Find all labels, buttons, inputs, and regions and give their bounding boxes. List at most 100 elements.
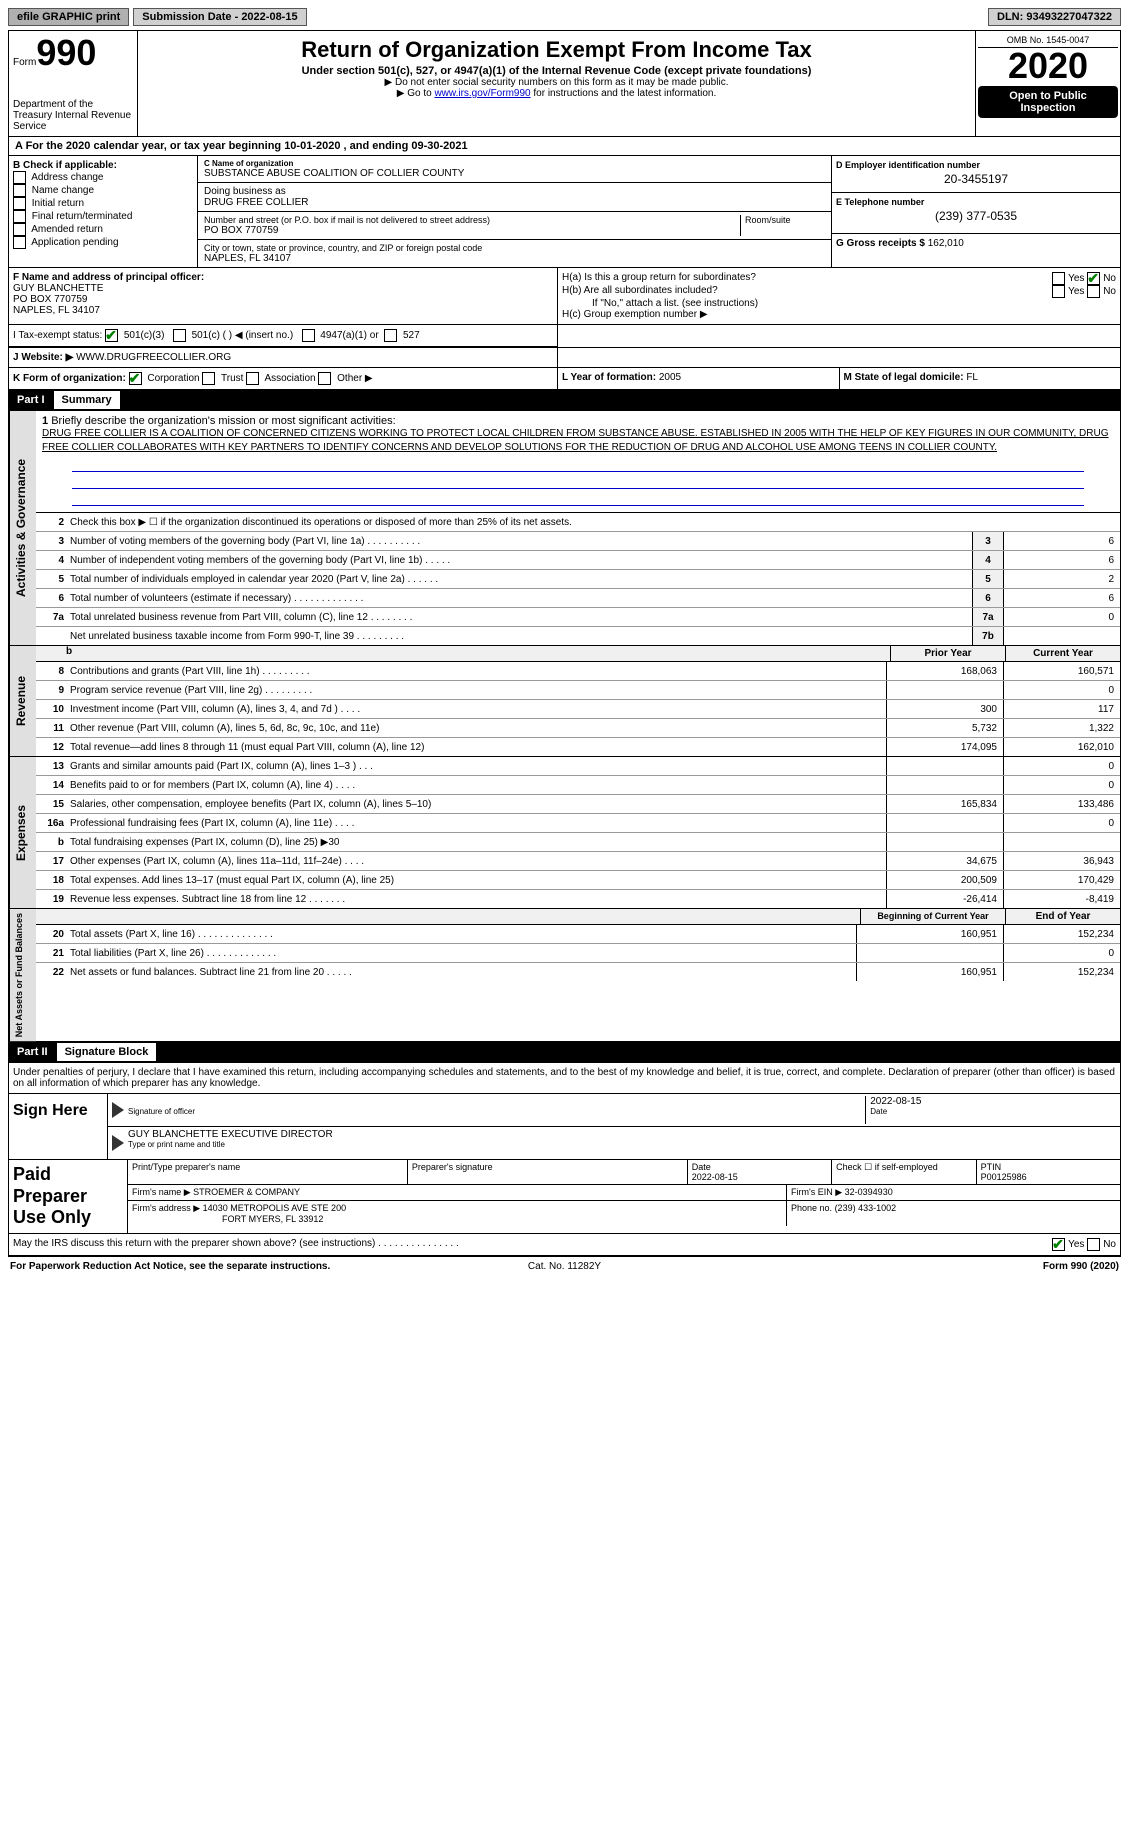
501c-checkbox[interactable] [173,329,186,342]
paid-preparer-label: Paid Preparer Use Only [9,1160,127,1233]
topbar: efile GRAPHIC print Submission Date - 20… [8,8,1121,26]
527-checkbox[interactable] [384,329,397,342]
year-cell: OMB No. 1545-0047 2020 Open to Public In… [975,31,1120,136]
colb-checkbox[interactable] [13,210,26,223]
phone-value: (239) 377-0535 [836,207,1116,225]
city-state-zip: NAPLES, FL 34107 [204,253,825,264]
arrow-icon [112,1102,124,1118]
phone-label: E Telephone number [836,197,1116,207]
colb-checkbox[interactable] [13,223,26,236]
submission-date: Submission Date - 2022-08-15 [133,8,306,26]
title-cell: Return of Organization Exempt From Incom… [138,31,975,136]
data-line: 15Salaries, other compensation, employee… [36,795,1120,814]
mission-label: Briefly describe the organization's miss… [51,415,395,427]
line1-num: 1 [42,415,48,427]
preparer-sig-hdr: Preparer's signature [412,1162,683,1172]
firm-addr2: FORT MYERS, FL 33912 [132,1214,323,1224]
gov-line: Net unrelated business taxable income fr… [36,627,1120,645]
open-to-public: Open to Public Inspection [978,86,1118,118]
corp-label: Corporation [147,373,199,384]
hb-yes-checkbox[interactable] [1052,285,1065,298]
data-line: 17Other expenses (Part IX, column (A), l… [36,852,1120,871]
colb-checkbox[interactable] [13,197,26,210]
website-label: J Website: ▶ [13,352,73,363]
firm-phone: (239) 433-1002 [835,1203,897,1213]
tax-status-label: I Tax-exempt status: [13,330,102,341]
colb-checkbox[interactable] [13,184,26,197]
city-label: City or town, state or province, country… [204,243,825,253]
net-header: Beginning of Current Year End of Year [36,909,1120,925]
cat-no: Cat. No. 11282Y [380,1261,750,1272]
ha-no-checkbox[interactable] [1087,272,1100,285]
row-j: J Website: ▶ WWW.DRUGFREECOLLIER.ORG [9,348,1120,368]
data-line: 14Benefits paid to or for members (Part … [36,776,1120,795]
sig-date-label: Date [870,1107,1116,1116]
gov-line: 7aTotal unrelated business revenue from … [36,608,1120,627]
officer-addr1: PO BOX 770759 [13,294,88,305]
sig-date: 2022-08-15 [870,1096,1116,1107]
hb-no-checkbox[interactable] [1087,285,1100,298]
preparer-name-hdr: Print/Type preparer's name [132,1162,403,1172]
data-line: 16aProfessional fundraising fees (Part I… [36,814,1120,833]
form-number: 990 [36,32,96,73]
part2-hdr: Part II [9,1043,56,1061]
data-line: 11Other revenue (Part VIII, column (A), … [36,719,1120,738]
current-year-hdr: Current Year [1005,646,1120,661]
ptin-hdr: PTIN [981,1162,1002,1172]
assoc-checkbox[interactable] [246,372,259,385]
data-line: 20Total assets (Part X, line 16) . . . .… [36,925,1120,944]
discuss-no-checkbox[interactable] [1087,1238,1100,1251]
527-label: 527 [403,330,420,341]
tax-year-text: A For the 2020 calendar year, or tax yea… [15,140,468,152]
gov-line: 6Total number of volunteers (estimate if… [36,589,1120,608]
data-line: bTotal fundraising expenses (Part IX, co… [36,833,1120,852]
data-line: 21Total liabilities (Part X, line 26) . … [36,944,1120,963]
sign-here-label: Sign Here [9,1094,107,1159]
data-line: 8Contributions and grants (Part VIII, li… [36,662,1120,681]
other-checkbox[interactable] [318,372,331,385]
irs-link[interactable]: www.irs.gov/Form990 [434,88,530,99]
form-subtitle: Under section 501(c), 527, or 4947(a)(1)… [142,65,971,77]
paid-preparer-row: Paid Preparer Use Only Print/Type prepar… [9,1159,1120,1233]
colb-item: Application pending [13,236,193,249]
hb-note: If "No," attach a list. (see instruction… [562,298,1116,309]
goto-pre: ▶ Go to [397,88,435,99]
colb-item: Amended return [13,223,193,236]
row-a-tax-year: A For the 2020 calendar year, or tax yea… [9,137,1120,156]
org-name-cell: C Name of organization SUBSTANCE ABUSE C… [198,156,831,183]
gross-receipts-value: 162,010 [928,238,964,249]
expenses-tab: Expenses [9,757,36,908]
trust-checkbox[interactable] [202,372,215,385]
4947-checkbox[interactable] [302,329,315,342]
discuss-yes-checkbox[interactable] [1052,1238,1065,1251]
sign-here-row: Sign Here Signature of officer 2022-08-1… [9,1093,1120,1159]
prep-date-hdr: Date [692,1162,711,1172]
room-label: Room/suite [745,215,825,225]
governance-section: Activities & Governance 1 Briefly descri… [9,411,1120,646]
mission-text: DRUG FREE COLLIER IS A COALITION OF CONC… [42,428,1108,453]
row-kl: K Form of organization: Corporation Trus… [9,368,1120,390]
ha-yes-checkbox[interactable] [1052,272,1065,285]
colb-item: Name change [13,184,193,197]
hb-label: H(b) Are all subordinates included? [562,285,1052,298]
col-f-officer: F Name and address of principal officer:… [9,268,558,324]
year-formation: 2005 [659,372,681,383]
501c3-checkbox[interactable] [105,329,118,342]
self-employed: Check ☐ if self-employed [832,1160,976,1184]
name-title-label: Type or print name and title [128,1140,1116,1149]
colb-checkbox[interactable] [13,171,26,184]
year-header: b Prior Year Current Year [36,646,1120,662]
section-bcd: B Check if applicable: Address change Na… [9,156,1120,268]
row-fh: F Name and address of principal officer:… [9,268,1120,325]
corp-checkbox[interactable] [129,372,142,385]
form-org-label: K Form of organization: [13,373,126,384]
part1-header-row: Part ISummary [9,390,1120,411]
gov-line: 5Total number of individuals employed in… [36,570,1120,589]
hc-label: H(c) Group exemption number ▶ [562,309,1116,320]
net-spacer [36,909,860,924]
trust-label: Trust [221,373,243,384]
efile-print-button[interactable]: efile GRAPHIC print [8,8,129,26]
501c3-label: 501(c)(3) [124,330,165,341]
colb-checkbox[interactable] [13,236,26,249]
goto-note: ▶ Go to www.irs.gov/Form990 for instruct… [142,88,971,99]
